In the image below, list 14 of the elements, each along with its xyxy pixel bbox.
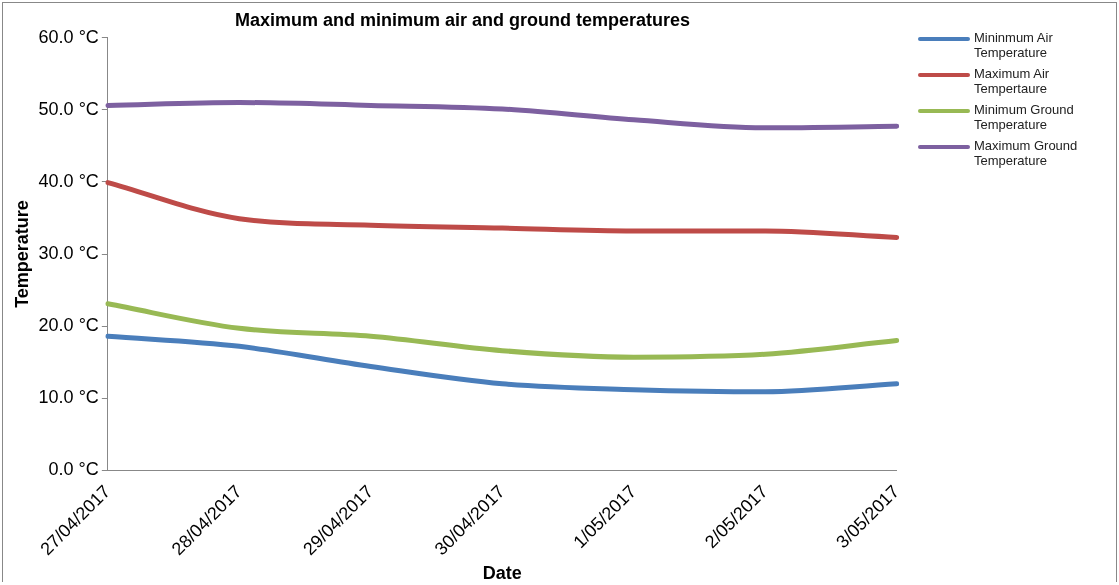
y-tick-label: 20.0 °C — [38, 315, 99, 336]
y-tick-label: 50.0 °C — [38, 98, 99, 119]
x-axis-title: Date — [482, 563, 522, 584]
y-tick-label: 60.0 °C — [38, 26, 99, 47]
y-tick-label: 10.0 °C — [38, 387, 99, 408]
y-axis-title: Temperature — [11, 200, 32, 308]
legend-label: Mininmum Air Temperature — [974, 30, 1054, 60]
y-tick-label: 40.0 °C — [38, 170, 99, 191]
legend-label: Minimum Ground Temperature — [974, 102, 1075, 132]
y-tick-label: 30.0 °C — [38, 242, 99, 263]
legend-label: Maximum Air Tempertaure — [974, 66, 1051, 96]
chart-title: Maximum and minimum air and ground temperatures — [234, 9, 691, 30]
y-tick-label: 0.0 °C — [48, 459, 99, 480]
legend-label: Maximum Ground Temperature — [974, 138, 1079, 168]
